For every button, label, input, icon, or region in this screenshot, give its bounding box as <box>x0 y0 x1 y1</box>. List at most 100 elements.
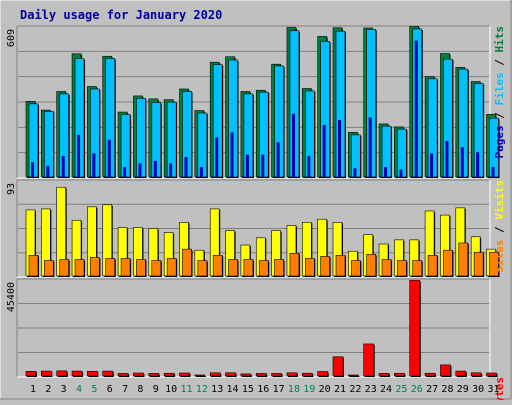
pages-bar-day-17 <box>276 142 280 177</box>
x-tick-label-day-25: 25 <box>395 384 407 395</box>
x-tick-label-day-27: 27 <box>426 384 438 395</box>
pages-bar-day-22 <box>353 168 357 177</box>
pages-bar-day-15 <box>245 154 249 177</box>
legend-sites-visits-part-2: / <box>493 220 506 240</box>
kbytes-bar-day-22 <box>348 374 359 377</box>
sites-bar-day-28 <box>443 249 453 277</box>
sites-bar-day-12 <box>197 260 208 277</box>
sites-bar-day-31 <box>489 251 499 277</box>
kbytes-bar-day-9 <box>148 373 160 377</box>
x-tick-label-day-18: 18 <box>288 384 300 395</box>
x-tick-label-day-31: 31 <box>487 384 499 395</box>
kbytes-bar-day-11 <box>179 372 190 377</box>
legend-hits-files-pages-part-2: / <box>493 106 506 126</box>
x-tick-label-day-6: 6 <box>107 384 113 395</box>
x-tick-label-day-12: 12 <box>196 384 208 395</box>
legend-sites-visits-part-3: Visits <box>493 180 506 220</box>
pages-bar-day-18 <box>291 113 295 177</box>
sites-bar-day-9 <box>151 260 162 277</box>
pages-bar-day-12 <box>199 167 203 177</box>
kbytes-bar-day-12-shadow <box>195 376 206 377</box>
kbytes-bar-day-13 <box>209 372 221 377</box>
y-axis-max-label-kbytes: 45400 <box>6 282 17 312</box>
kbytes-bar-day-1 <box>25 370 37 377</box>
sites-bar-day-30 <box>473 251 484 277</box>
kbytes-bar-day-26 <box>409 279 421 377</box>
x-tick-label-day-26: 26 <box>411 384 423 395</box>
pages-bar-day-2 <box>46 165 50 177</box>
sites-bar-day-18 <box>289 252 300 277</box>
x-tick-label-day-9: 9 <box>153 384 159 395</box>
kbytes-bar-day-12 <box>194 374 206 377</box>
pages-bar-day-3 <box>61 155 65 177</box>
kbytes-bar-day-19 <box>301 372 313 377</box>
pages-bar-day-6 <box>107 139 111 177</box>
kbytes-bar-day-29 <box>455 370 467 377</box>
pages-bar-day-21 <box>338 119 341 177</box>
pages-bar-day-27 <box>430 153 434 177</box>
kbytes-bar-day-28 <box>440 364 451 377</box>
x-tick-label-day-21: 21 <box>334 384 346 395</box>
y-axis-max-label-visits: 93 <box>6 183 17 195</box>
x-tick-label-day-24: 24 <box>380 384 392 395</box>
pages-bar-day-28 <box>445 141 449 177</box>
kbytes-bar-day-21 <box>332 356 344 377</box>
pages-bar-day-7 <box>123 167 127 177</box>
x-tick-label-day-17: 17 <box>273 384 285 395</box>
sites-bar-day-7 <box>120 258 131 277</box>
kbytes-bar-day-16 <box>255 373 267 377</box>
legend-hits-files-pages-part-1: Pages <box>493 125 506 158</box>
pages-bar-day-10 <box>169 163 173 177</box>
sites-bar-day-22 <box>351 260 361 277</box>
kbytes-bar-day-7 <box>117 373 129 377</box>
kbytes-bar-day-25 <box>394 372 405 377</box>
pages-bar-day-1 <box>31 162 34 177</box>
kbytes-bar-day-24 <box>378 373 390 377</box>
sites-bar-day-3 <box>59 259 70 277</box>
sites-bar-day-17 <box>274 259 284 277</box>
sites-bar-day-16 <box>258 260 269 277</box>
x-tick-label-day-5: 5 <box>91 384 97 395</box>
legend-hits-files-pages: Pages / Files / Hits <box>493 26 506 159</box>
x-tick-label-day-22: 22 <box>349 384 361 395</box>
sites-bar-day-8 <box>136 259 146 277</box>
kbytes-bar-day-6 <box>102 370 114 377</box>
kbytes-bar-day-14 <box>225 372 236 377</box>
pages-bar-day-16 <box>261 154 265 177</box>
kbytes-bar-day-15 <box>240 373 252 377</box>
sites-bar-day-5 <box>90 257 100 277</box>
kbytes-bar-day-22-shadow <box>349 376 360 377</box>
sites-bar-day-25 <box>397 260 407 277</box>
x-tick-label-day-23: 23 <box>365 384 377 395</box>
x-tick-label-day-15: 15 <box>242 384 254 395</box>
x-tick-label-day-20: 20 <box>319 384 331 395</box>
kbytes-bar-day-17 <box>271 373 282 377</box>
chart-title: Daily usage for January 2020 <box>20 8 222 22</box>
kbytes-bar-day-30 <box>470 372 482 377</box>
sites-bar-day-11 <box>182 248 192 277</box>
legend-sites-visits: Sites / Visits <box>493 180 506 273</box>
sites-bar-day-6 <box>105 258 116 277</box>
legend-kbytes: KBytes <box>493 377 506 400</box>
pages-bar-day-14 <box>230 132 234 177</box>
legend-sites-visits-part-1: Sites <box>493 240 506 273</box>
x-tick-label-day-16: 16 <box>257 384 269 395</box>
legend-hits-files-pages-part-5: Hits <box>493 26 506 53</box>
kbytes-bar-day-23 <box>363 343 375 377</box>
kbytes-bar-day-18 <box>286 372 298 377</box>
x-tick-label-day-7: 7 <box>122 384 128 395</box>
kbytes-bar-day-4 <box>71 370 83 377</box>
pages-bar-day-30 <box>476 152 480 177</box>
kbytes-bar-day-8 <box>133 372 144 377</box>
x-tick-label-day-29: 29 <box>457 384 469 395</box>
x-tick-label-day-4: 4 <box>76 384 82 395</box>
kbytes-bar-day-31 <box>486 372 497 377</box>
sites-bar-day-13 <box>212 255 223 277</box>
sites-bar-day-19 <box>304 258 315 277</box>
x-tick-label-day-10: 10 <box>165 384 177 395</box>
pages-bar-day-9 <box>153 160 157 177</box>
x-tick-label-day-13: 13 <box>211 384 223 395</box>
pages-bar-day-11 <box>184 157 188 177</box>
